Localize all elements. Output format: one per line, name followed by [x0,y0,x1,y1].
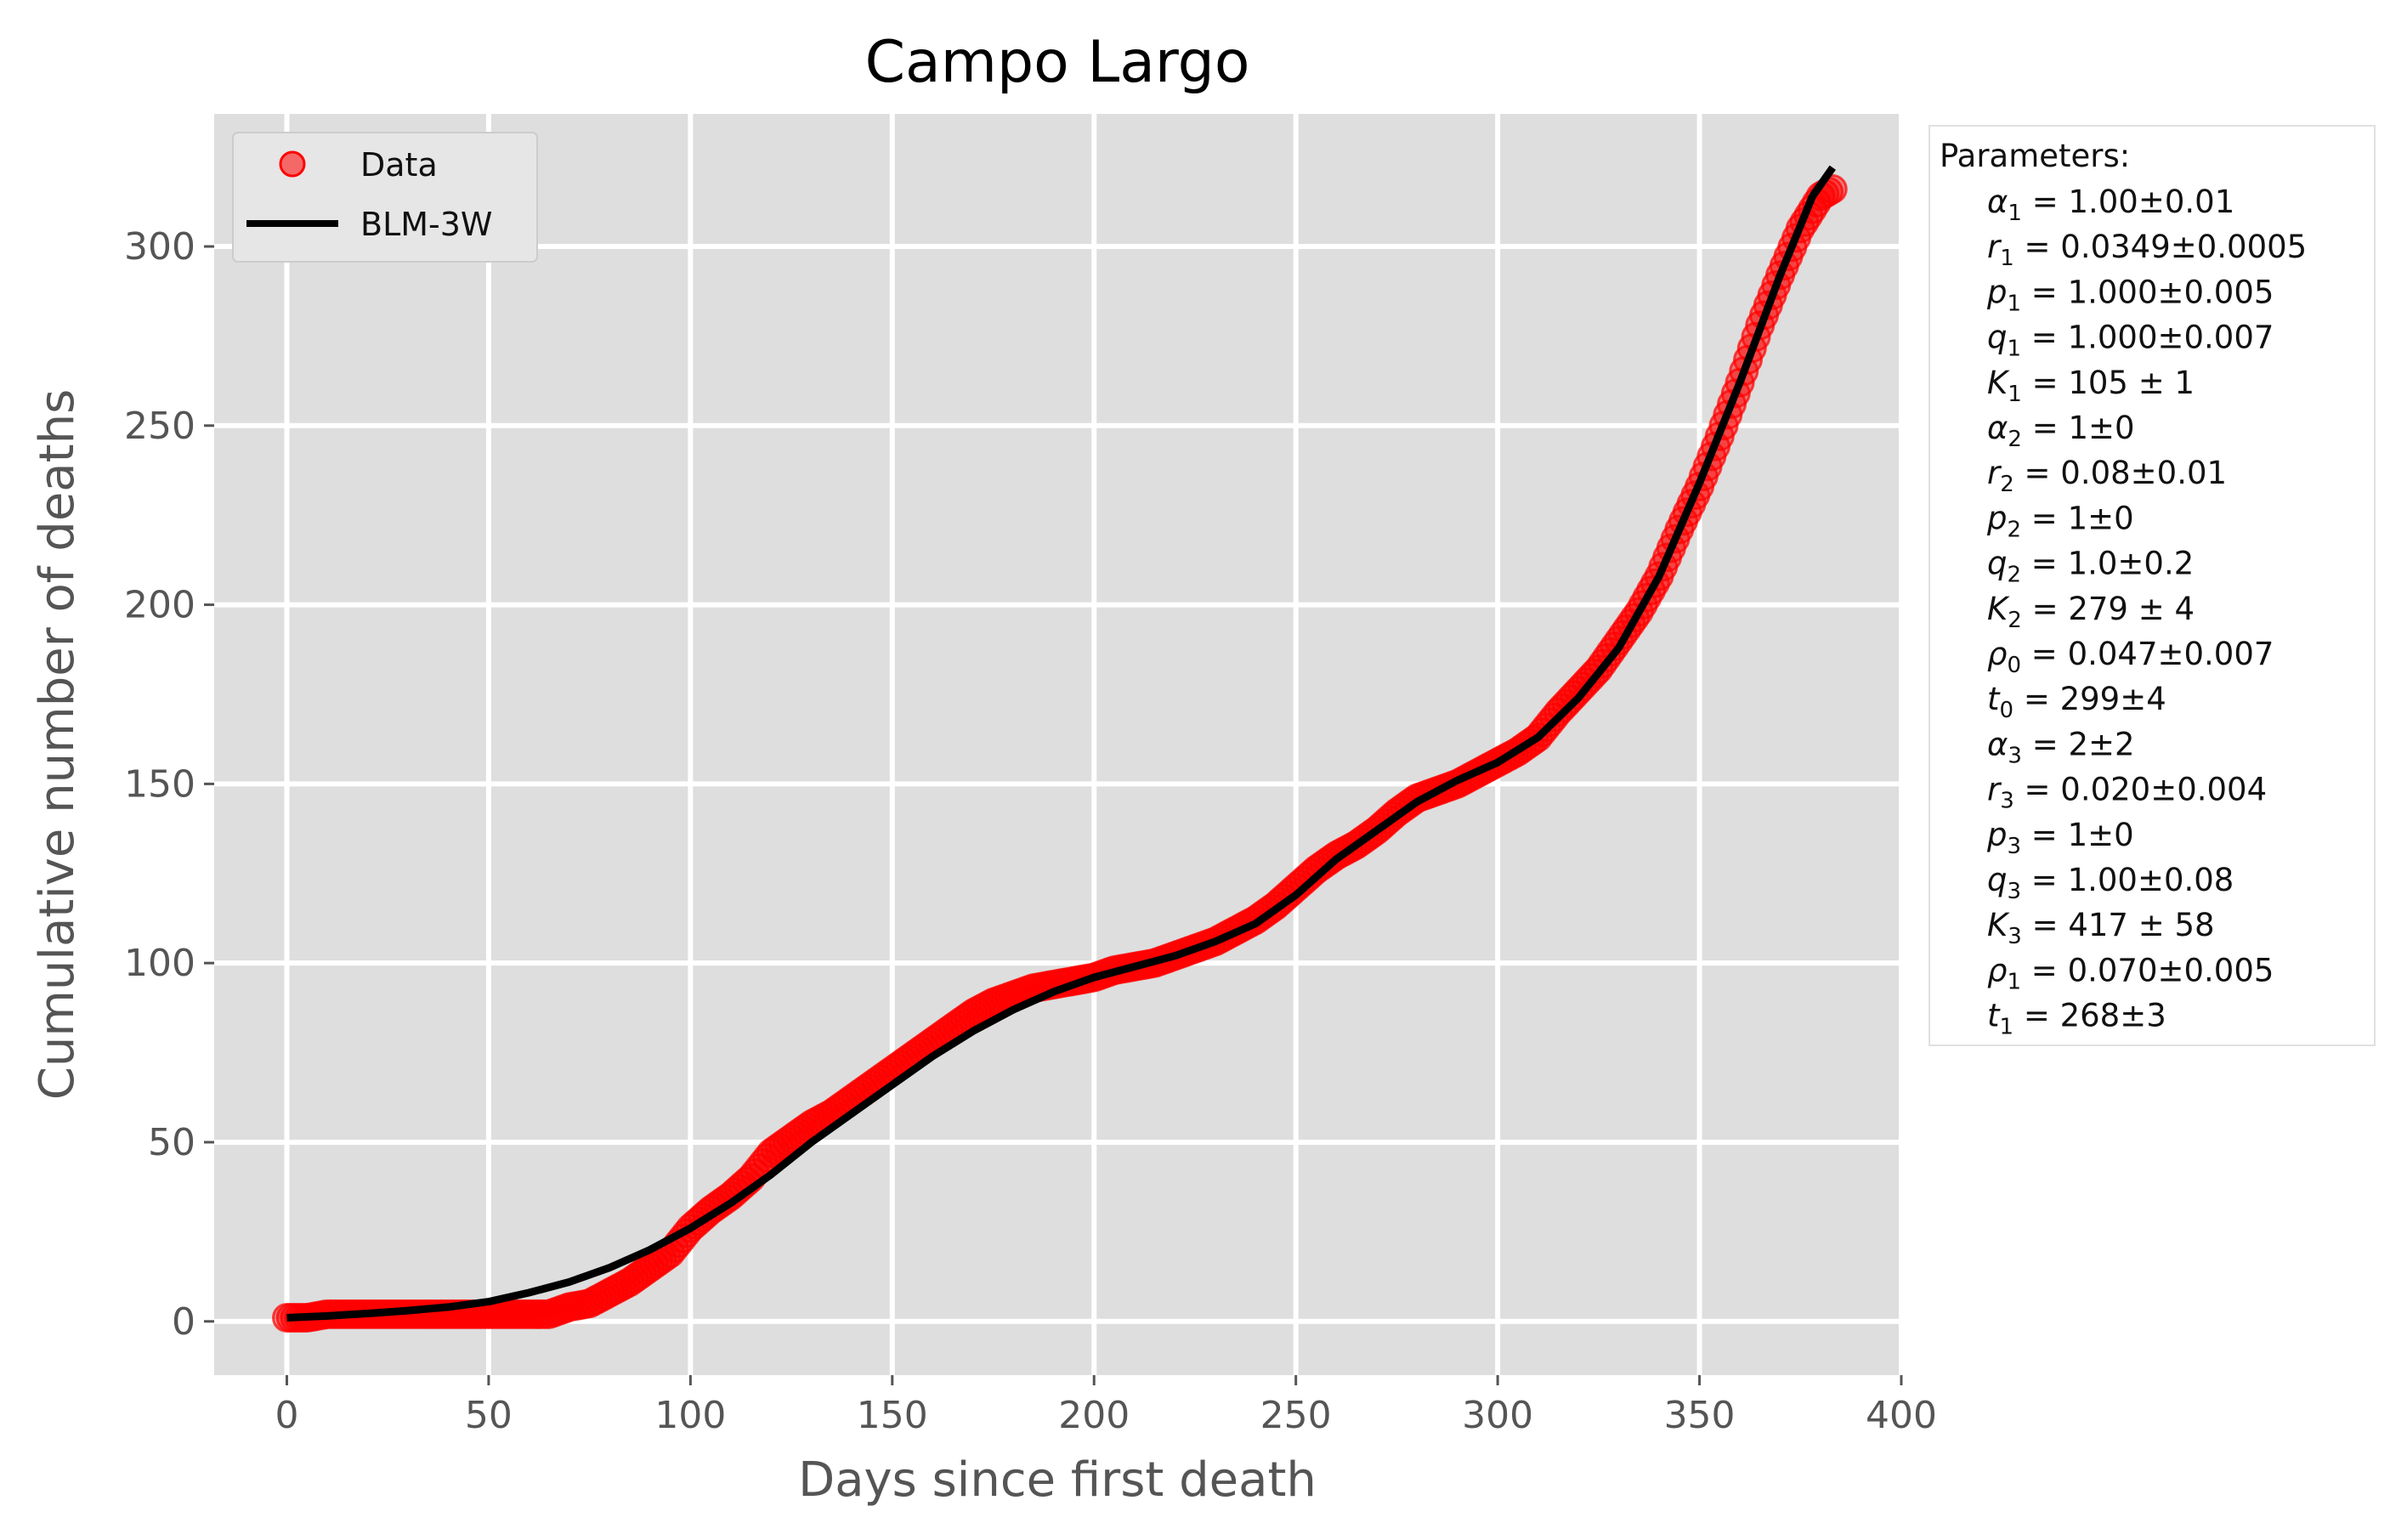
x-tick-label: 200 [1058,1394,1130,1437]
parameter-entry: α3 = 2±2 [1987,726,2135,768]
parameter-entry: q2 = 1.0±0.2 [1987,546,2194,588]
parameter-entry: K1 = 105 ± 1 [1987,365,2195,407]
parameters-frame [1928,125,2376,1046]
parameter-entry: t0 = 299±4 [1987,681,2166,723]
parameter-entry: ρ1 = 0.070±0.005 [1987,952,2274,994]
x-tick-label: 150 [857,1394,928,1437]
chart-title: Campo Largo [865,29,1250,96]
parameter-entry: r2 = 0.08±0.01 [1987,455,2227,497]
y-axis-label: Cumulative number of deaths [30,389,85,1101]
legend-data-label: Data [360,146,438,184]
y-tick-label: 250 [124,405,195,448]
x-tick-label: 0 [275,1394,298,1437]
plot-area [214,114,1901,1375]
y-tick-label: 200 [124,584,195,627]
legend-fit-label: BLM-3W [360,206,493,243]
parameter-entry: K2 = 279 ± 4 [1987,591,2195,633]
parameters-title: Parameters: [1940,138,2130,174]
legend-box [232,132,538,263]
y-tick-label: 50 [148,1121,195,1164]
x-tick-label: 100 [654,1394,726,1437]
y-tick-label: 150 [124,762,195,806]
x-tick-label: 350 [1664,1394,1736,1437]
parameter-entry: r1 = 0.0349±0.0005 [1987,229,2307,271]
parameter-entry: t1 = 268±3 [1987,998,2166,1040]
parameter-entry: p3 = 1±0 [1986,817,2134,859]
x-tick-label: 250 [1260,1394,1332,1437]
legend-data-marker [279,150,306,178]
parameter-entry: q1 = 1.000±0.007 [1987,320,2274,362]
x-tick-label: 50 [465,1394,513,1437]
x-tick-label: 400 [1866,1394,1937,1437]
parameter-entry: r3 = 0.020±0.004 [1987,772,2267,814]
y-tick-label: 0 [172,1300,195,1344]
y-tick-label: 300 [124,225,195,269]
parameter-entry: α1 = 1.00±0.01 [1987,184,2234,226]
parameter-entry: p1 = 1.000±0.005 [1986,274,2274,316]
parameter-entry: α2 = 1±0 [1987,410,2135,452]
parameter-entry: K3 = 417 ± 58 [1987,907,2215,949]
legend: Data BLM-3W [232,132,538,263]
parameter-entry: q3 = 1.00±0.08 [1987,862,2234,904]
fit-series [286,165,1836,1322]
parameter-entry: ρ0 = 0.047±0.007 [1987,636,2274,678]
grid [214,114,1904,1375]
x-tick-label: 300 [1462,1394,1533,1437]
y-tick-label: 100 [124,942,195,985]
parameter-entry: p2 = 1±0 [1986,500,2134,542]
x-axis-label: Days since first death [798,1452,1317,1508]
fit-line [286,165,1836,1322]
tick-labels: 0 50 100 150 200 250 300 350 400 0 50 100 150 200 250 3… [124,225,1937,1437]
